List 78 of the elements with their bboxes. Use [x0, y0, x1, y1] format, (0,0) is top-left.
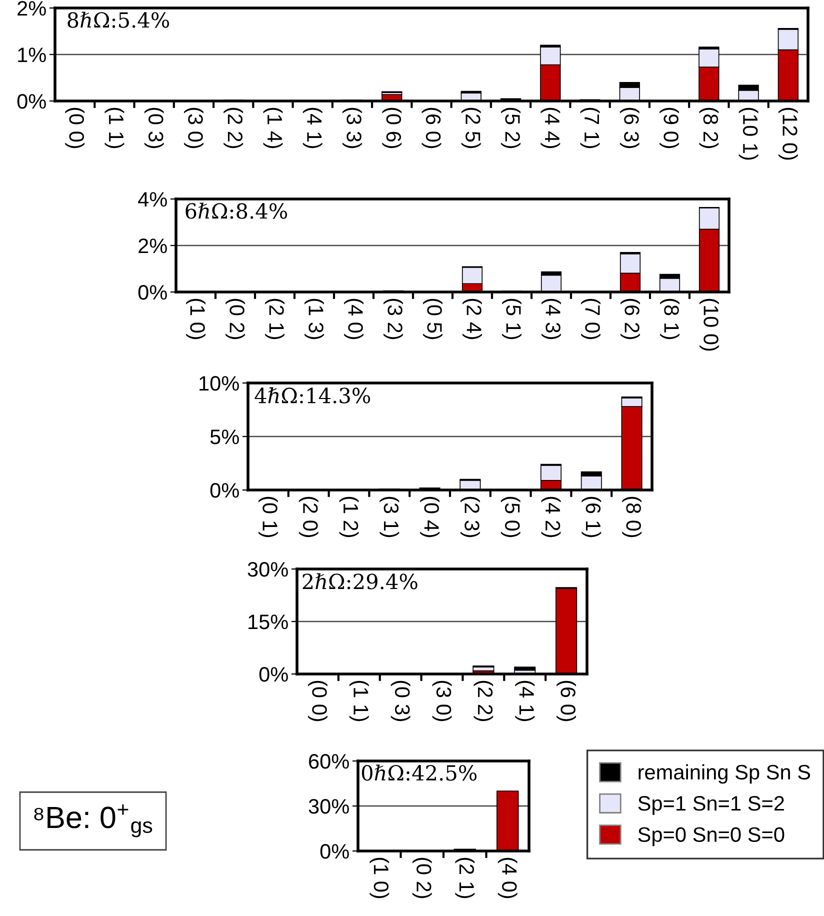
x-tick-label: (3 2) [384, 298, 403, 340]
x-tick-label: (8 0) [622, 496, 642, 538]
x-tick-label: (5 0) [500, 496, 520, 538]
x-tick-label: (8 2) [699, 108, 719, 148]
y-tick-label: 0% [320, 844, 349, 859]
y-tick-label: 2% [138, 238, 167, 254]
x-tick-label: (6 3) [620, 108, 640, 148]
y-tick-label: 0% [138, 285, 167, 300]
y-tick-label: 5% [210, 430, 239, 444]
x-tick-label: (3 3) [342, 108, 362, 148]
x-tick-label: (1 1) [104, 108, 124, 148]
y-tick-label: 60% [309, 754, 349, 769]
y-tick-label: 4% [138, 192, 167, 207]
chart-title: 2ℏΩ:29.4% [302, 573, 418, 590]
x-tick-label: (2 3) [460, 496, 480, 538]
x-tick-label: (9 0) [660, 108, 679, 148]
chart-title: 4ℏΩ:14.3% [254, 387, 370, 404]
x-tick-label: (7 1) [580, 108, 600, 148]
x-tick-label: (0 2) [412, 858, 432, 898]
chart-title: 8ℏΩ:5.4% [68, 12, 170, 28]
x-tick-label: (10 0) [700, 298, 719, 351]
x-tick-label: (0 2) [226, 298, 245, 340]
y-tick-label: 15% [248, 614, 288, 630]
x-tick-label: (2 1) [455, 858, 475, 898]
x-tick-label: (2 5) [461, 108, 481, 148]
y-tick-label: 10% [200, 376, 239, 391]
x-tick-label: (0 3) [390, 680, 410, 722]
x-tick-label: (1 1) [349, 680, 369, 722]
x-tick-label: (3 0) [184, 108, 204, 148]
y-tick-label: 0% [210, 483, 239, 498]
x-tick-label: (4 4) [540, 108, 560, 148]
x-tick-label: (6 1) [582, 496, 602, 538]
text: ⁸Be: 0$^{+}$$_{gs}$ [34, 804, 152, 838]
x-tick-label: (0 0) [308, 680, 328, 722]
x-tick-label: (1 3) [304, 298, 324, 340]
x-tick-label: (1 0) [370, 858, 390, 898]
y-tick-label: 0% [17, 94, 46, 109]
x-tick-label: (2 1) [265, 298, 284, 340]
x-tick-label: (4 2) [541, 496, 561, 538]
x-tick-label: (6 2) [620, 298, 640, 340]
x-tick-label: (7 0) [581, 298, 600, 340]
x-tick-label: (3 0) [432, 680, 452, 722]
y-tick-label: 2% [18, 1, 46, 16]
x-tick-label: (8 1) [660, 298, 680, 340]
legend-label: Sp=1 Sn=1 S=2 [638, 796, 784, 815]
x-tick-label: (3 1) [380, 496, 400, 538]
x-tick-label: (4 0) [344, 298, 364, 340]
x-tick-label: (12 0) [778, 108, 798, 160]
x-tick-label: (0 6) [382, 108, 402, 148]
x-tick-label: (1 2) [339, 496, 359, 538]
y-tick-label: 30% [308, 799, 349, 814]
y-tick-label: 1% [18, 48, 46, 62]
x-tick-label: (5 1) [502, 298, 522, 340]
legend-label: remaining Sp Sn S [638, 764, 810, 784]
x-tick-label: (4 1) [515, 680, 535, 722]
x-tick-label: (0 3) [144, 108, 164, 148]
y-tick-label: 30% [248, 562, 288, 577]
x-tick-label: (0 5) [423, 298, 442, 340]
x-tick-label: (6 0) [556, 680, 576, 722]
x-tick-label: (1 4) [263, 108, 283, 148]
legend-label: Sp=0 Sn=0 S=0 [638, 827, 784, 846]
x-tick-label: (6 0) [422, 108, 442, 148]
y-tick-label: 0% [259, 667, 288, 682]
x-tick-label: (0 0) [65, 108, 85, 148]
chart-title: 6ℏΩ:8.4% [186, 202, 288, 219]
x-tick-label: (0 1) [258, 496, 278, 538]
x-tick-label: (5 2) [501, 108, 520, 148]
x-tick-label: (4 1) [302, 108, 322, 148]
x-tick-label: (0 4) [420, 496, 440, 538]
x-tick-label: (1 0) [186, 298, 206, 340]
x-tick-label: (10 1) [738, 108, 758, 160]
x-tick-label: (2 0) [298, 496, 318, 538]
x-tick-label: (4 0) [498, 858, 518, 898]
chart-title: 0ℏΩ:42.5% [362, 764, 477, 781]
x-tick-label: (2 2) [474, 680, 494, 722]
x-tick-label: (2 2) [224, 108, 244, 148]
x-tick-label: (4 3) [542, 298, 561, 340]
x-tick-label: (2 4) [462, 298, 482, 340]
